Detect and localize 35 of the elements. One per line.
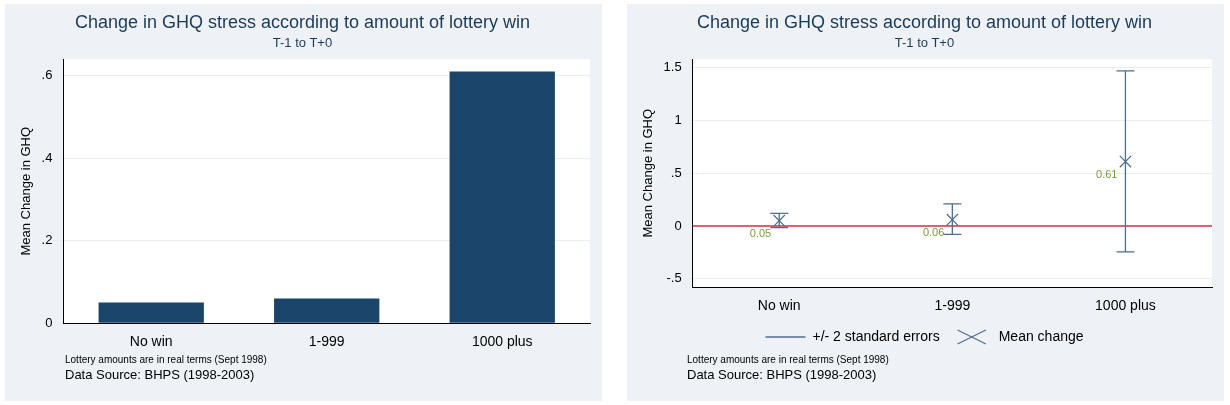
y-tick-label: 0 xyxy=(674,217,682,233)
data-label: 0.61 xyxy=(1096,167,1118,180)
chart-subtitle: T-1 to T+0 xyxy=(894,34,955,50)
y-tick-label: .6 xyxy=(41,67,53,83)
y-tick-label: .5 xyxy=(670,164,682,180)
bar xyxy=(274,298,380,323)
y-tick-label: 1.5 xyxy=(663,59,682,75)
x-tick-label: 1-999 xyxy=(934,297,971,314)
y-tick-label: 1 xyxy=(674,112,682,127)
text: Lottery amounts are in real terms (Sept 1998) xyxy=(687,354,890,367)
text: Lottery amounts are in real terms (Sept 1998) xyxy=(65,354,268,367)
y-tick-label: 0 xyxy=(45,314,53,330)
source-note: Data Source: BHPS (1998-2003) xyxy=(65,366,256,383)
y-axis-title: Mean Change in GHQ xyxy=(18,126,34,256)
y-axis-title: Mean Change in GHQ xyxy=(640,108,656,238)
point xyxy=(946,213,959,226)
x-tick-label: No win xyxy=(129,333,173,350)
bar xyxy=(449,71,555,323)
y-tick-label: .4 xyxy=(41,149,53,165)
legend-title: +/- 2 standard errors xyxy=(812,327,940,344)
source-note: Data Source: BHPS (1998-2003) xyxy=(687,366,878,383)
y-tick-label: .2 xyxy=(41,232,53,248)
x-tick-label: No win xyxy=(757,297,801,314)
x-tick-label: 1-999 xyxy=(308,333,345,350)
point xyxy=(1119,155,1132,168)
x-tick-label: 1000 plus xyxy=(1095,297,1156,314)
legend-label: Mean change xyxy=(998,327,1084,344)
bar xyxy=(98,302,204,323)
chart-title: Change in GHQ stress according to amount of lottery win xyxy=(74,11,531,32)
chart-subtitle: T-1 to T+0 xyxy=(272,34,333,50)
data-label: 0.05 xyxy=(749,226,772,239)
x-tick-label: 1000 plus xyxy=(471,333,533,350)
data-label: 0.06 xyxy=(922,225,945,238)
y-tick-label: -.5 xyxy=(666,270,682,286)
chart-title: Change in GHQ stress according to amount of lottery win xyxy=(696,11,1153,32)
